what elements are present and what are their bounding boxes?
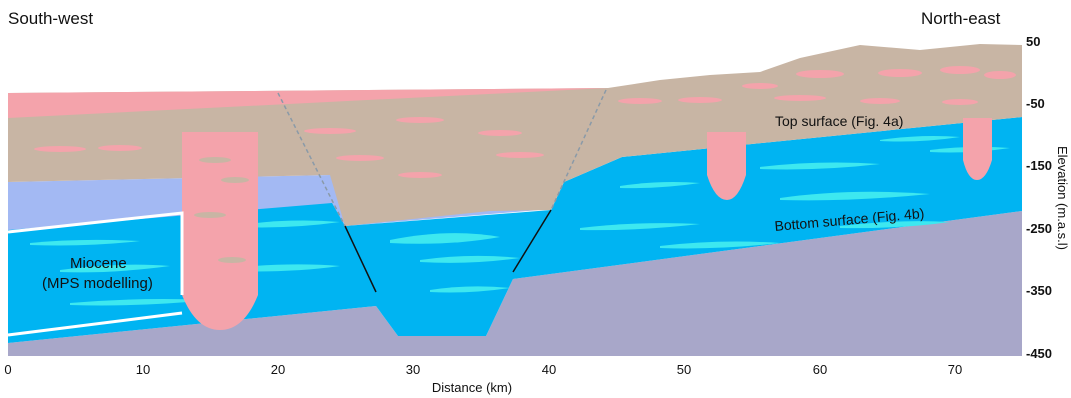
miocene-sublabel: (MPS modelling)	[42, 275, 153, 292]
top-surface-line	[7, 211, 184, 295]
miocene-lenses	[30, 136, 1010, 306]
x-tick-label: 40	[542, 362, 556, 377]
fault-extensions	[277, 89, 607, 227]
miocene-label: Miocene	[70, 255, 127, 272]
top-surface-label: Top surface (Fig. 4a)	[775, 113, 903, 129]
buried-valley-3	[963, 118, 992, 180]
y-tick-label: -350	[1026, 283, 1052, 298]
x-axis-title: Distance (km)	[432, 380, 512, 395]
x-tick-label: 20	[271, 362, 285, 377]
x-tick-label: 0	[4, 362, 11, 377]
x-tick-label: 50	[677, 362, 691, 377]
pink-top-wedge	[8, 88, 608, 118]
bottom-surface-line	[7, 311, 183, 337]
y-tick-label: -50	[1026, 96, 1045, 111]
basement-unit	[8, 211, 1022, 356]
miocene-unit	[8, 117, 1022, 343]
buried-valley-1-lenses	[194, 157, 249, 263]
y-tick-label: -150	[1026, 158, 1052, 173]
y-tick-label: -450	[1026, 346, 1052, 361]
x-tick-label: 10	[136, 362, 150, 377]
buried-valley-2	[707, 132, 746, 200]
x-axis-ticks: 0 10 20 30 40 50 60 70	[4, 362, 962, 377]
x-tick-label: 70	[948, 362, 962, 377]
north-east-label: North-east	[921, 9, 1001, 28]
y-axis-ticks: 50 -50 -150 -250 -350 -450	[1026, 34, 1052, 361]
south-west-label: South-west	[8, 9, 93, 28]
faults	[344, 209, 552, 293]
y-tick-label: -250	[1026, 221, 1052, 236]
y-tick-label: 50	[1026, 34, 1040, 49]
y-axis-title: Elevation (m.a.s.l)	[1055, 146, 1070, 250]
sediment-lenses	[34, 66, 1016, 178]
x-tick-label: 30	[406, 362, 420, 377]
x-tick-label: 60	[813, 362, 827, 377]
